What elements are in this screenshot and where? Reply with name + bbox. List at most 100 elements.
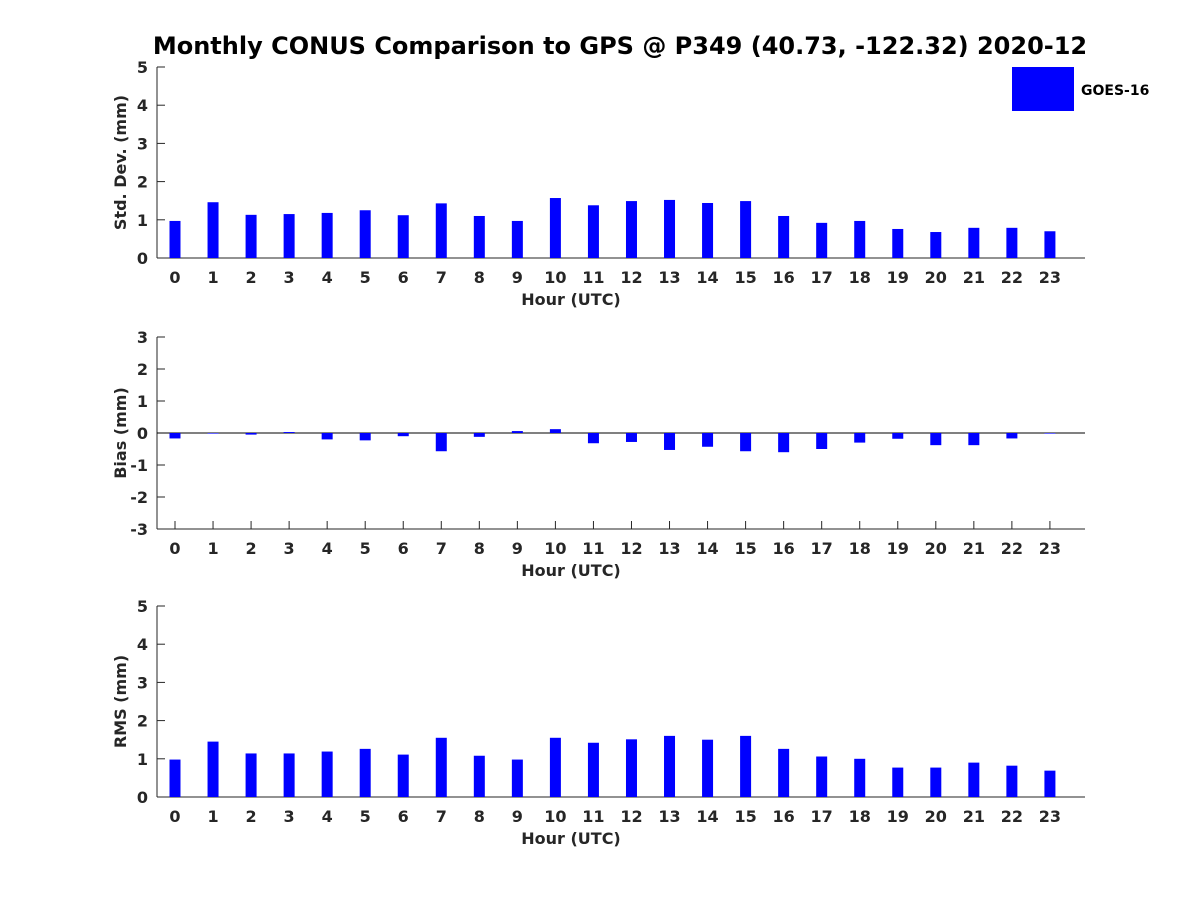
bar <box>549 737 561 797</box>
x-tick-label: 6 <box>398 807 409 826</box>
bar <box>473 755 485 797</box>
bar <box>625 201 637 258</box>
bar <box>207 741 219 797</box>
x-tick-label: 15 <box>734 807 756 826</box>
bar <box>397 433 409 437</box>
bar <box>1044 231 1056 258</box>
x-tick-label: 7 <box>436 268 447 287</box>
y-tick-label: 3 <box>137 328 148 347</box>
x-tick-label: 15 <box>734 268 756 287</box>
bar <box>854 433 866 443</box>
bar <box>587 433 599 444</box>
bar <box>359 748 371 797</box>
y-axis-label: Bias (mm) <box>111 387 130 479</box>
x-axis-label: Hour (UTC) <box>521 290 621 309</box>
bar <box>664 433 676 450</box>
x-tick-label: 9 <box>512 268 523 287</box>
y-tick-label: 0 <box>137 249 148 268</box>
x-tick-label: 20 <box>925 807 947 826</box>
x-tick-label: 16 <box>773 807 795 826</box>
x-tick-label: 19 <box>887 539 909 558</box>
y-tick-label: 2 <box>137 712 148 731</box>
y-tick-label: 4 <box>137 96 148 115</box>
y-tick-label: 5 <box>137 58 148 77</box>
y-tick-label: 5 <box>137 597 148 616</box>
legend: GOES-16 <box>1012 67 1149 111</box>
bar <box>359 433 371 441</box>
x-tick-label: 19 <box>887 807 909 826</box>
x-tick-label: 13 <box>658 539 680 558</box>
bar <box>435 737 447 797</box>
x-tick-label: 7 <box>436 539 447 558</box>
bar <box>473 433 485 437</box>
x-axis-label: Hour (UTC) <box>521 561 621 580</box>
y-tick-label: 1 <box>137 211 148 230</box>
bar <box>930 433 942 446</box>
x-tick-label: 10 <box>544 268 566 287</box>
legend-label: GOES-16 <box>1081 83 1149 99</box>
chart-title: Monthly CONUS Comparison to GPS @ P349 (… <box>153 32 1087 60</box>
x-tick-label: 17 <box>811 268 833 287</box>
x-tick-label: 11 <box>582 807 604 826</box>
bar <box>816 433 828 449</box>
x-tick-label: 23 <box>1039 268 1061 287</box>
x-tick-label: 12 <box>620 268 642 287</box>
x-tick-label: 11 <box>582 539 604 558</box>
x-tick-label: 14 <box>696 807 718 826</box>
x-tick-label: 3 <box>284 268 295 287</box>
x-tick-label: 7 <box>436 807 447 826</box>
bar <box>359 210 371 258</box>
x-tick-label: 4 <box>322 268 333 287</box>
bar <box>1006 227 1018 258</box>
bar <box>321 212 333 258</box>
bar <box>207 202 219 258</box>
x-tick-label: 6 <box>398 539 409 558</box>
bar <box>283 432 295 433</box>
bar <box>1044 433 1056 434</box>
y-tick-label: 4 <box>137 635 148 654</box>
bar <box>930 767 942 797</box>
bar <box>245 214 257 258</box>
y-tick-label: 3 <box>137 673 148 692</box>
x-tick-label: 10 <box>544 539 566 558</box>
y-tick-label: 1 <box>137 392 148 411</box>
x-tick-label: 12 <box>620 539 642 558</box>
bar <box>473 215 485 258</box>
bar <box>587 742 599 797</box>
y-tick-label: -1 <box>130 456 148 475</box>
bar <box>664 735 676 797</box>
x-tick-label: 2 <box>246 268 257 287</box>
x-tick-label: 22 <box>1001 539 1023 558</box>
x-tick-label: 21 <box>963 268 985 287</box>
x-tick-label: 17 <box>811 539 833 558</box>
bar <box>397 754 409 797</box>
x-tick-label: 23 <box>1039 539 1061 558</box>
bar <box>702 433 714 447</box>
y-tick-label: 0 <box>137 424 148 443</box>
x-tick-label: 9 <box>512 539 523 558</box>
bar <box>968 762 980 797</box>
bar <box>283 214 295 258</box>
bar <box>854 220 866 258</box>
bar <box>511 220 523 258</box>
bar <box>511 759 523 797</box>
x-tick-label: 18 <box>849 268 871 287</box>
x-tick-label: 18 <box>849 539 871 558</box>
bar <box>587 205 599 258</box>
bar <box>778 748 790 797</box>
y-tick-label: 0 <box>137 788 148 807</box>
y-tick-label: 2 <box>137 360 148 379</box>
bar <box>930 232 942 258</box>
x-tick-label: 3 <box>284 807 295 826</box>
x-tick-label: 23 <box>1039 807 1061 826</box>
x-tick-label: 5 <box>360 539 371 558</box>
x-tick-label: 14 <box>696 268 718 287</box>
bar <box>321 433 333 440</box>
bar <box>968 227 980 258</box>
bar <box>169 759 181 797</box>
x-tick-label: 13 <box>658 807 680 826</box>
bar <box>740 433 752 452</box>
x-tick-label: 10 <box>544 807 566 826</box>
